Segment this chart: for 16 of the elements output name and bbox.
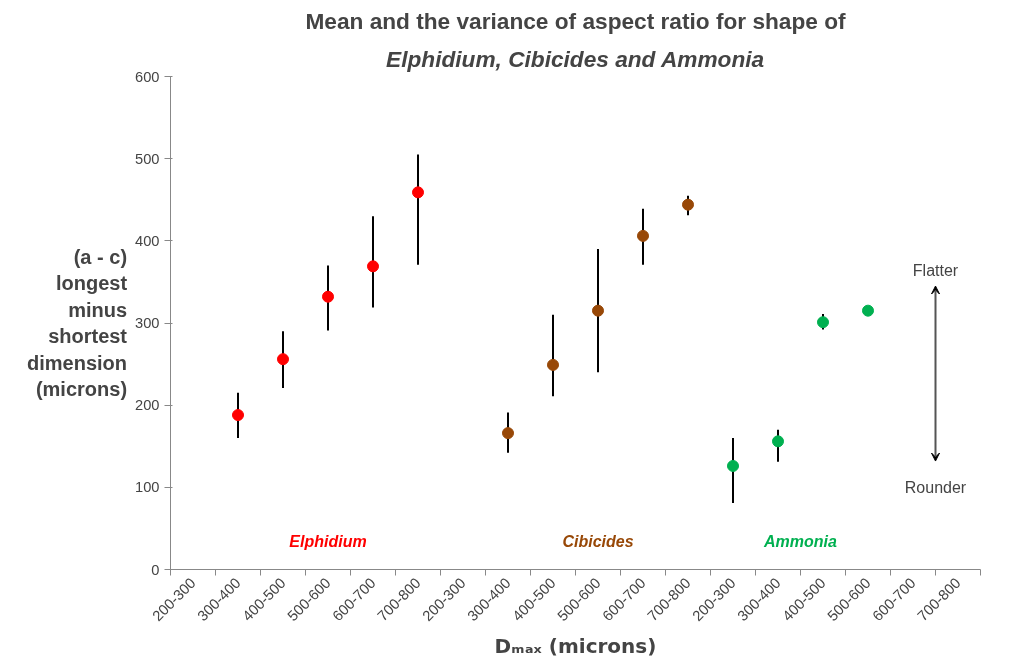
y-tick-label: 400 xyxy=(135,232,160,249)
chart-subtitle: Elphidium, Cibicides and Ammonia xyxy=(386,45,765,72)
y-tick-label: 0 xyxy=(151,561,160,578)
y-tick-label: 200 xyxy=(135,397,160,414)
text: Elphidium xyxy=(289,532,367,550)
y-tick-label: 100 xyxy=(135,479,160,496)
text: Ammonia xyxy=(763,532,838,550)
y-tick-label: 500 xyxy=(135,150,160,167)
chart-title: Mean and the variance of aspect ratio for shape of xyxy=(305,7,847,34)
y-tick-label: 600 xyxy=(135,68,160,85)
text: Cibicides xyxy=(562,532,634,550)
x-axis-title: Dₘₐₓ (microns) xyxy=(494,633,657,658)
y-axis-title: (a - c) longest minus shortest dimension (microns) xyxy=(27,246,128,400)
annotation: Flatter xyxy=(912,261,959,279)
y-tick-label: 300 xyxy=(135,315,160,331)
annotation: Rounder xyxy=(904,478,967,496)
